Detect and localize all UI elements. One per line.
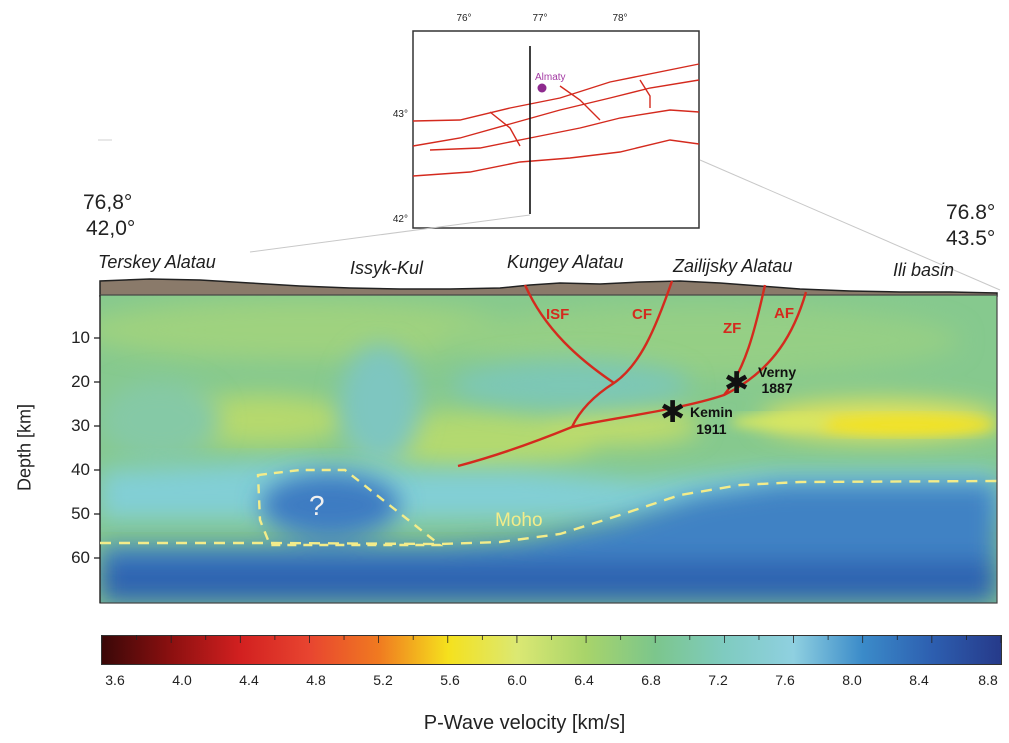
cb-tick-6.0: 6.0 — [507, 672, 527, 688]
depth-tick-50: 50 — [71, 504, 90, 523]
depth-tick-labels: 10 20 30 40 50 60 — [40, 0, 90, 620]
topography — [99, 278, 998, 297]
region-terskey-alatau: Terskey Alatau — [98, 252, 216, 272]
quake-kemin-name: Kemin — [690, 404, 733, 420]
region-zailijsky-alatau: Zailijsky Alatau — [673, 256, 793, 276]
inset-map: 76° 77° 78° 43° 42° Almaty — [393, 13, 700, 229]
right-endpoint-lat: 43.5° — [946, 227, 996, 250]
region-ili-basin: Ili basin — [893, 260, 955, 280]
depth-axis — [94, 295, 101, 603]
cb-tick-7.6: 7.6 — [775, 672, 795, 688]
almaty-marker — [537, 83, 547, 93]
cb-tick-8.4: 8.4 — [909, 672, 929, 688]
left-endpoint-lon: 76,8° — [83, 191, 133, 214]
low-velocity-anomaly-outline — [256, 468, 444, 547]
quake-verny-name: Verny — [758, 364, 797, 380]
colorbar-tick-labels: 3.6 4.0 4.4 4.8 5.2 5.6 6.0 6.4 6.8 7.2 … — [101, 672, 1000, 692]
depth-tick-40: 40 — [71, 460, 90, 479]
cb-tick-8.0: 8.0 — [842, 672, 862, 688]
inset-faults — [412, 63, 700, 177]
fault-label-cf: CF — [632, 306, 652, 323]
cb-tick-5.6: 5.6 — [440, 672, 460, 688]
right-endpoint: 76.8° 43.5° — [946, 200, 995, 252]
cb-tick-6.4: 6.4 — [574, 672, 594, 688]
inset-lat-tick-43: 43° — [393, 109, 408, 120]
depth-tick-30: 30 — [71, 416, 90, 435]
colorbar-label: P-Wave velocity [km/s] — [423, 712, 626, 734]
inset-lon-tick-78: 78° — [612, 13, 627, 24]
depth-tick-20: 20 — [71, 372, 90, 391]
earthquake-star-icon: ✱ — [660, 396, 686, 429]
fault-label-zf: ZF — [723, 320, 742, 337]
left-endpoint-lat: 42,0° — [86, 217, 136, 240]
cb-tick-7.2: 7.2 — [708, 672, 728, 688]
cb-tick-8.8: 8.8 — [978, 672, 998, 688]
quake-kemin-year: 1911 — [696, 421, 727, 437]
left-endpoint: 76,8° 42,0° — [80, 190, 135, 242]
cb-tick-3.6: 3.6 — [105, 672, 125, 688]
fault-af — [723, 291, 808, 397]
cb-tick-5.2: 5.2 — [373, 672, 393, 688]
cb-tick-4.4: 4.4 — [239, 672, 259, 688]
colorbar — [101, 635, 1002, 665]
fault-isf — [523, 284, 615, 384]
moho-line — [100, 479, 998, 546]
cb-tick-4.8: 4.8 — [306, 672, 326, 688]
fault-label-isf: ISF — [546, 306, 570, 323]
quake-verny: Verny 1887 — [758, 364, 796, 396]
colorbar-gradient — [102, 636, 1001, 664]
inset-frame — [412, 30, 700, 229]
anomaly-question-label: ? — [309, 490, 325, 521]
depth-tick-10: 10 — [71, 328, 90, 347]
quake-kemin: Kemin 1911 — [690, 404, 733, 438]
projection-lines — [98, 139, 1001, 291]
inset-lon-tick-76: 76° — [456, 13, 471, 24]
inset-lon-tick-77: 77° — [532, 13, 547, 24]
inset-lat-tick-42: 42° — [393, 214, 408, 225]
cross-section — [94, 278, 998, 604]
cb-tick-6.8: 6.8 — [641, 672, 661, 688]
cb-tick-4.0: 4.0 — [172, 672, 192, 688]
earthquake-star-icon: ✱ — [724, 367, 750, 400]
almaty-label: Almaty — [535, 72, 566, 83]
region-kungey-alatau: Kungey Alatau — [507, 252, 624, 272]
depth-axis-label: Depth [km] — [14, 403, 35, 492]
faults — [457, 280, 808, 468]
depth-tick-60: 60 — [71, 548, 90, 567]
fault-zf — [457, 284, 767, 468]
fault-label-af: AF — [774, 305, 794, 322]
colorbar-ticks — [101, 635, 1002, 643]
quake-verny-year: 1887 — [761, 380, 793, 396]
region-issyk-kul: Issyk-Kul — [350, 258, 424, 278]
fault-cf — [570, 280, 674, 428]
moho-label: Moho — [495, 510, 543, 531]
right-endpoint-lon: 76.8° — [946, 201, 996, 224]
